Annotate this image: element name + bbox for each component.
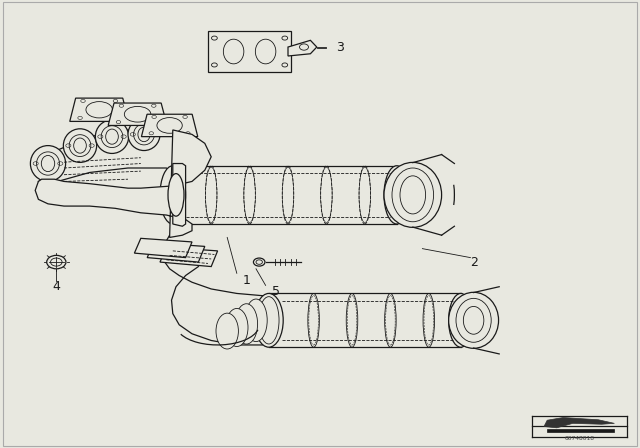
Ellipse shape [160,166,186,224]
Ellipse shape [282,63,288,67]
Ellipse shape [392,168,434,222]
Polygon shape [173,164,186,226]
Text: 1: 1 [243,273,250,287]
Ellipse shape [47,255,66,269]
Polygon shape [141,114,198,137]
Ellipse shape [255,39,276,64]
Polygon shape [134,238,192,258]
Ellipse shape [449,293,499,349]
Ellipse shape [63,129,97,162]
Ellipse shape [253,258,265,266]
Ellipse shape [244,299,268,342]
Ellipse shape [384,166,410,224]
Ellipse shape [31,146,65,181]
Ellipse shape [211,63,218,67]
Polygon shape [70,98,129,121]
Text: 4: 4 [52,280,60,293]
Polygon shape [160,247,218,267]
Ellipse shape [282,36,288,40]
Polygon shape [147,243,205,262]
Ellipse shape [128,118,160,151]
Polygon shape [544,418,614,428]
Polygon shape [547,429,614,432]
Ellipse shape [223,39,244,64]
Ellipse shape [95,120,129,154]
Ellipse shape [226,308,248,347]
Ellipse shape [168,174,184,216]
Polygon shape [108,103,167,125]
Ellipse shape [449,293,473,347]
Polygon shape [35,130,211,237]
Text: 00748018: 00748018 [565,436,595,441]
Text: 3: 3 [336,41,344,55]
Ellipse shape [300,44,308,50]
Polygon shape [208,31,291,72]
Ellipse shape [236,304,257,344]
Ellipse shape [255,293,283,347]
Polygon shape [288,40,317,56]
Text: 5: 5 [273,284,280,298]
Text: 2: 2 [470,255,477,269]
Ellipse shape [384,163,442,228]
Ellipse shape [211,36,218,40]
Ellipse shape [216,313,238,349]
